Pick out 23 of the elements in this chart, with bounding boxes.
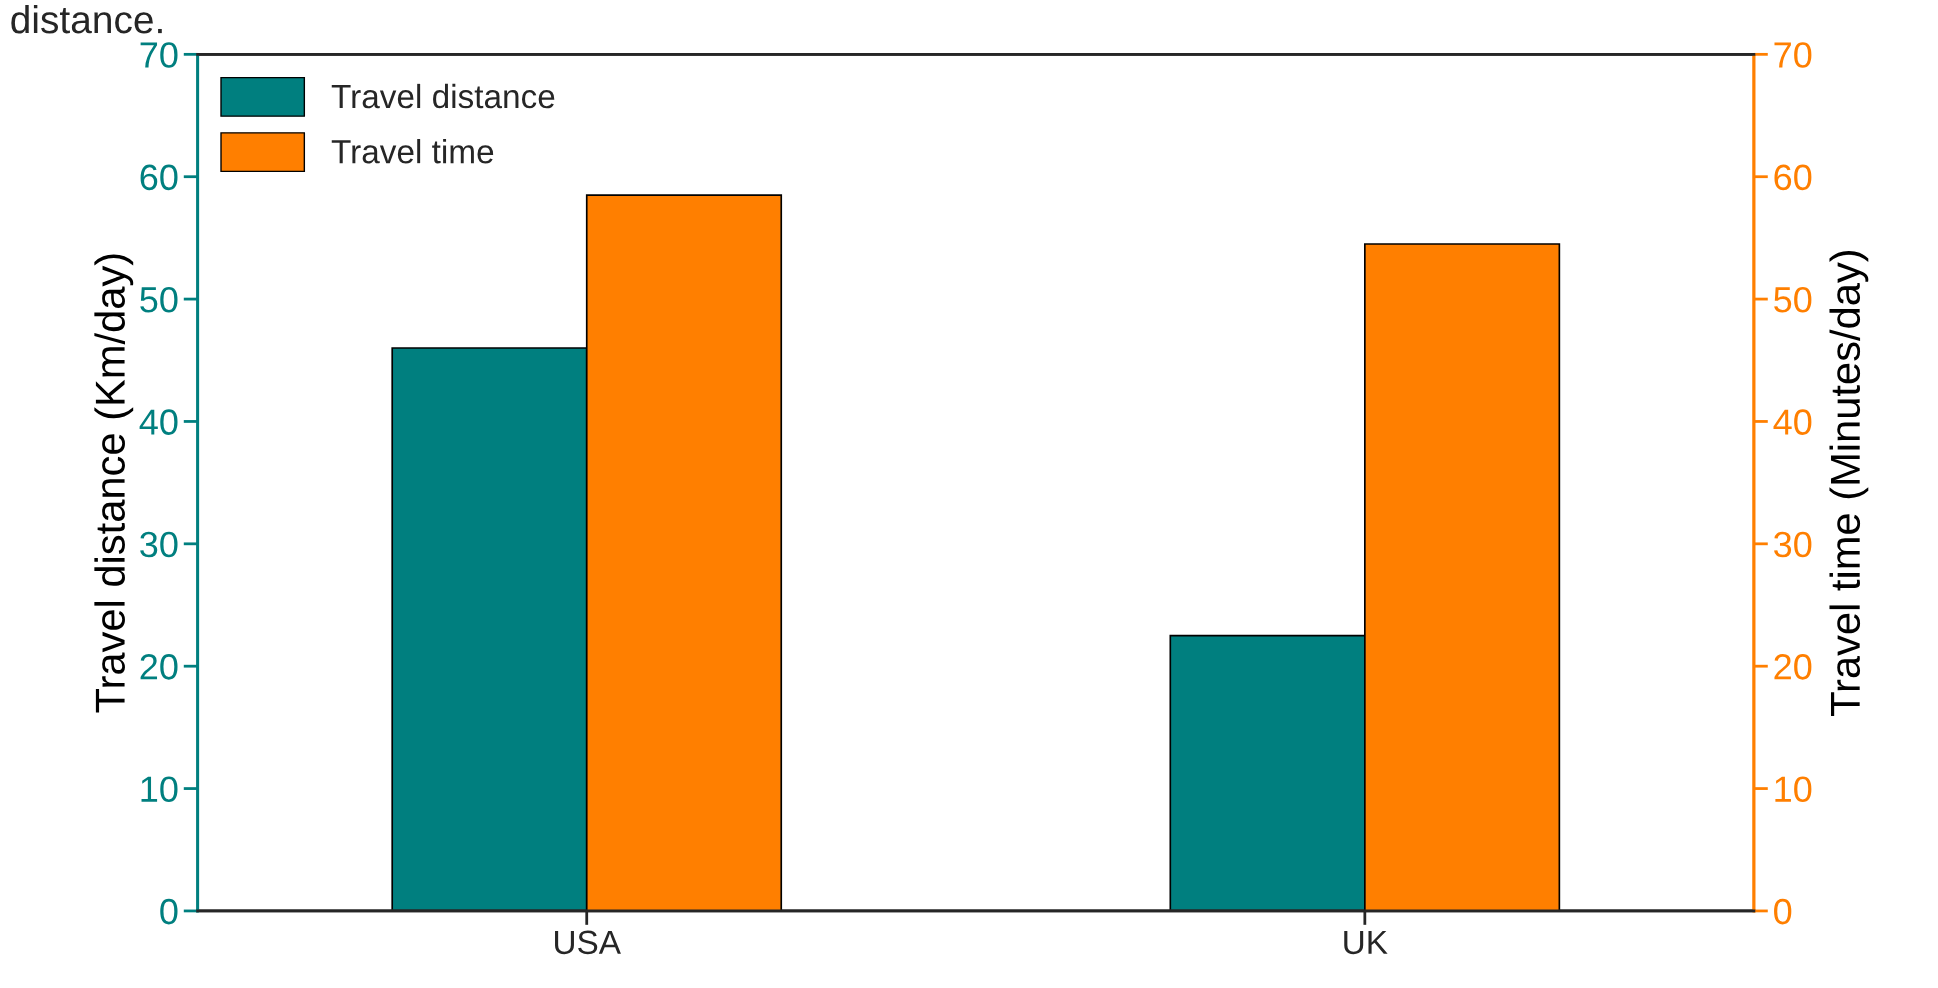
y-tick-label: 50 xyxy=(140,286,178,313)
y2-tick-label: 50 xyxy=(1774,286,1812,313)
y-axis-title: Travel distance (Km/day) xyxy=(94,254,134,713)
y2-tick-label: 30 xyxy=(1774,531,1812,558)
y-tick-label: 70 xyxy=(140,42,178,68)
y-tick-label: 60 xyxy=(140,164,178,191)
y-tick-label: 20 xyxy=(140,654,178,680)
legend-label: Travel time xyxy=(331,139,494,164)
x-tick-label: USA xyxy=(555,930,621,955)
y2-tick-label: 20 xyxy=(1774,654,1812,680)
y-tick-label: 10 xyxy=(141,776,178,803)
y-tick-label: 40 xyxy=(139,409,178,435)
y2-tick-label: 40 xyxy=(1773,409,1812,435)
x-tick-label: UK xyxy=(1344,930,1388,955)
y2-axis-title: Travel time (Minutes/day) xyxy=(1829,250,1869,716)
y2-tick-label: 60 xyxy=(1774,164,1812,191)
y2-tick-label: 0 xyxy=(1774,898,1792,925)
legend-label: Travel distance xyxy=(331,83,555,109)
y-tick-label: 0 xyxy=(160,898,178,925)
y2-tick-label: 70 xyxy=(1774,42,1812,68)
text: distance. xyxy=(11,4,162,34)
y-tick-label: 30 xyxy=(140,531,178,558)
y2-tick-label: 10 xyxy=(1775,776,1812,803)
